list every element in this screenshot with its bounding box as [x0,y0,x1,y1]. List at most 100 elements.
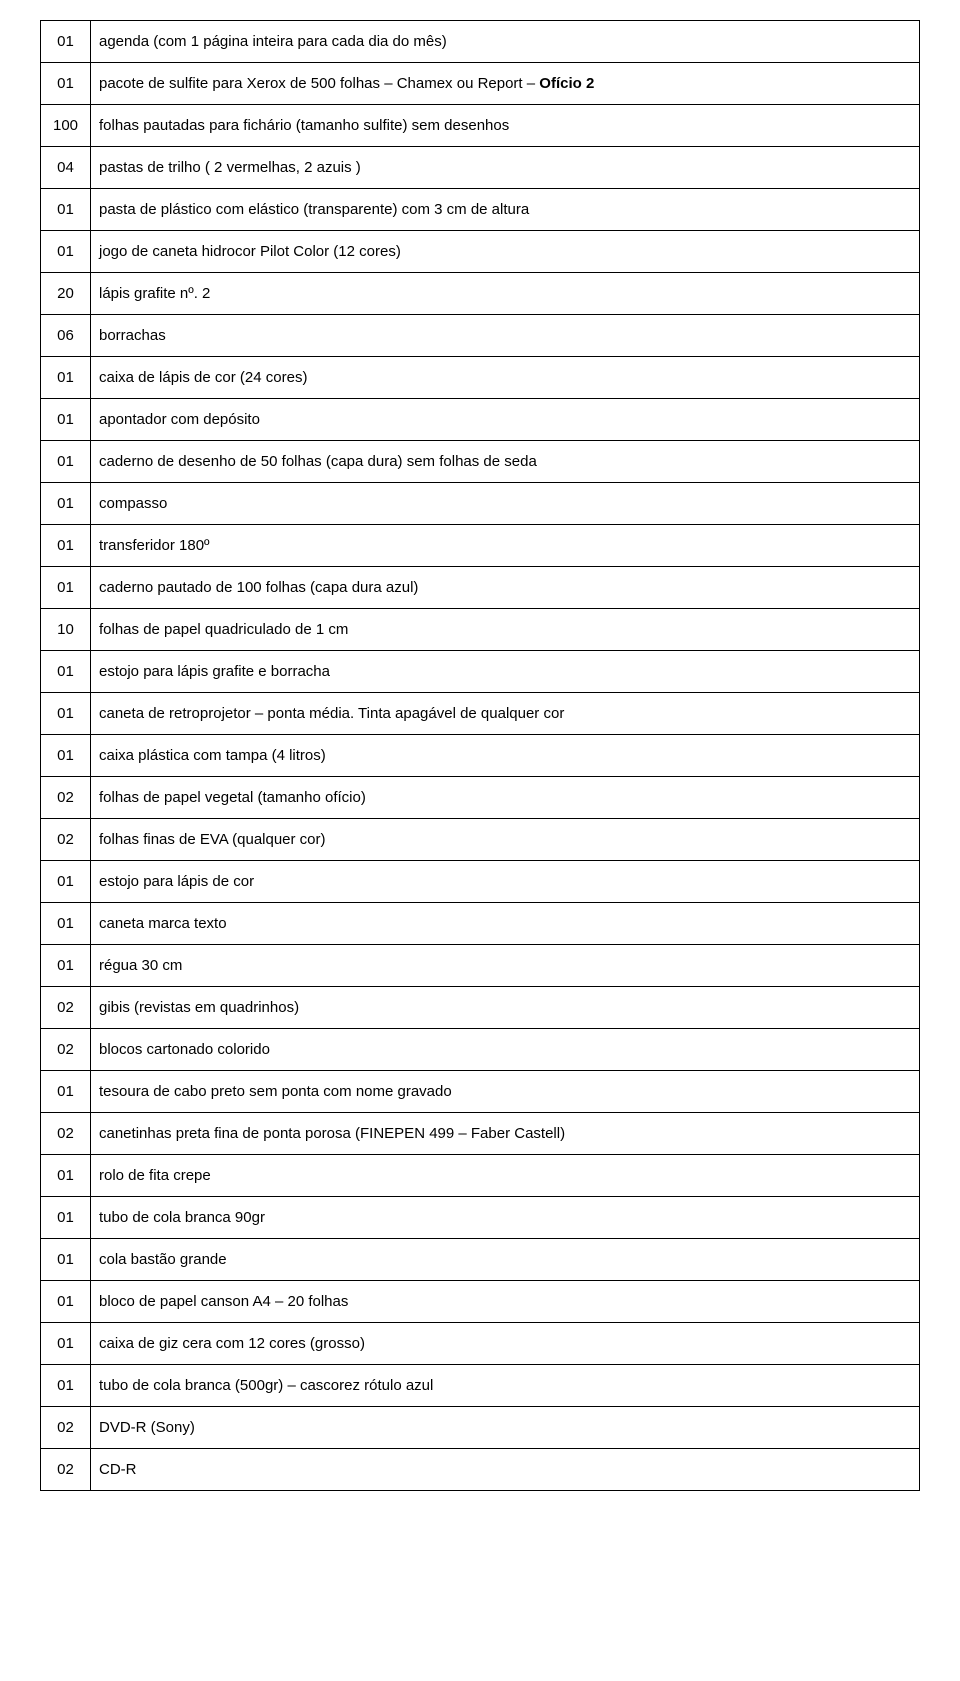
qty-cell: 01 [41,1323,91,1365]
table-row: 01caixa de lápis de cor (24 cores) [41,357,920,399]
qty-cell: 01 [41,1155,91,1197]
desc-cell: caneta marca texto [91,903,920,945]
table-row: 20lápis grafite nº. 2 [41,273,920,315]
qty-cell: 01 [41,861,91,903]
qty-cell: 02 [41,819,91,861]
desc-cell: cola bastão grande [91,1239,920,1281]
desc-cell: régua 30 cm [91,945,920,987]
table-row: 01pasta de plástico com elástico (transp… [41,189,920,231]
qty-cell: 01 [41,1239,91,1281]
desc-cell: caixa de lápis de cor (24 cores) [91,357,920,399]
desc-cell: tubo de cola branca 90gr [91,1197,920,1239]
table-row: 10folhas de papel quadriculado de 1 cm [41,609,920,651]
qty-cell: 02 [41,1029,91,1071]
qty-cell: 01 [41,1365,91,1407]
desc-cell: estojo para lápis grafite e borracha [91,651,920,693]
desc-cell: folhas de papel vegetal (tamanho ofício) [91,777,920,819]
qty-cell: 01 [41,1197,91,1239]
qty-cell: 100 [41,105,91,147]
qty-cell: 01 [41,903,91,945]
table-row: 01agenda (com 1 página inteira para cada… [41,21,920,63]
desc-cell: pasta de plástico com elástico (transpar… [91,189,920,231]
table-row: 02blocos cartonado colorido [41,1029,920,1071]
table-row: 01caixa de giz cera com 12 cores (grosso… [41,1323,920,1365]
supply-list-body: 01agenda (com 1 página inteira para cada… [41,21,920,1491]
desc-cell: DVD-R (Sony) [91,1407,920,1449]
qty-cell: 01 [41,189,91,231]
qty-cell: 01 [41,567,91,609]
qty-cell: 02 [41,777,91,819]
table-row: 01tubo de cola branca (500gr) – cascorez… [41,1365,920,1407]
desc-cell: transferidor 180º [91,525,920,567]
qty-cell: 01 [41,441,91,483]
desc-cell: tubo de cola branca (500gr) – cascorez r… [91,1365,920,1407]
table-row: 02folhas finas de EVA (qualquer cor) [41,819,920,861]
desc-cell: gibis (revistas em quadrinhos) [91,987,920,1029]
desc-cell: canetinhas preta fina de ponta porosa (F… [91,1113,920,1155]
qty-cell: 01 [41,525,91,567]
desc-cell: apontador com depósito [91,399,920,441]
desc-cell: borrachas [91,315,920,357]
qty-cell: 10 [41,609,91,651]
qty-cell: 02 [41,1407,91,1449]
desc-cell: caderno pautado de 100 folhas (capa dura… [91,567,920,609]
table-row: 02gibis (revistas em quadrinhos) [41,987,920,1029]
table-row: 01transferidor 180º [41,525,920,567]
desc-cell: caixa plástica com tampa (4 litros) [91,735,920,777]
table-row: 02DVD-R (Sony) [41,1407,920,1449]
desc-cell: lápis grafite nº. 2 [91,273,920,315]
table-row: 01caneta de retroprojetor – ponta média.… [41,693,920,735]
desc-cell: estojo para lápis de cor [91,861,920,903]
qty-cell: 01 [41,21,91,63]
qty-cell: 01 [41,1281,91,1323]
table-row: 02folhas de papel vegetal (tamanho ofíci… [41,777,920,819]
table-row: 01tubo de cola branca 90gr [41,1197,920,1239]
qty-cell: 01 [41,399,91,441]
table-row: 01estojo para lápis grafite e borracha [41,651,920,693]
qty-cell: 20 [41,273,91,315]
table-row: 02CD-R [41,1449,920,1491]
desc-cell: blocos cartonado colorido [91,1029,920,1071]
qty-cell: 02 [41,1113,91,1155]
table-row: 01caderno de desenho de 50 folhas (capa … [41,441,920,483]
desc-cell: CD-R [91,1449,920,1491]
table-row: 01caneta marca texto [41,903,920,945]
table-row: 01estojo para lápis de cor [41,861,920,903]
table-row: 01pacote de sulfite para Xerox de 500 fo… [41,63,920,105]
desc-cell: bloco de papel canson A4 – 20 folhas [91,1281,920,1323]
qty-cell: 01 [41,693,91,735]
desc-cell: pastas de trilho ( 2 vermelhas, 2 azuis … [91,147,920,189]
table-row: 01bloco de papel canson A4 – 20 folhas [41,1281,920,1323]
table-row: 100folhas pautadas para fichário (tamanh… [41,105,920,147]
qty-cell: 04 [41,147,91,189]
qty-cell: 06 [41,315,91,357]
table-row: 01caixa plástica com tampa (4 litros) [41,735,920,777]
qty-cell: 01 [41,945,91,987]
table-row: 01apontador com depósito [41,399,920,441]
qty-cell: 01 [41,63,91,105]
qty-cell: 01 [41,735,91,777]
desc-cell: caneta de retroprojetor – ponta média. T… [91,693,920,735]
qty-cell: 02 [41,987,91,1029]
desc-cell: rolo de fita crepe [91,1155,920,1197]
desc-cell: folhas de papel quadriculado de 1 cm [91,609,920,651]
desc-cell: jogo de caneta hidrocor Pilot Color (12 … [91,231,920,273]
desc-cell: caderno de desenho de 50 folhas (capa du… [91,441,920,483]
table-row: 01compasso [41,483,920,525]
desc-cell: agenda (com 1 página inteira para cada d… [91,21,920,63]
table-row: 01rolo de fita crepe [41,1155,920,1197]
table-row: 01tesoura de cabo preto sem ponta com no… [41,1071,920,1113]
qty-cell: 02 [41,1449,91,1491]
table-row: 01régua 30 cm [41,945,920,987]
qty-cell: 01 [41,1071,91,1113]
desc-cell: caixa de giz cera com 12 cores (grosso) [91,1323,920,1365]
desc-cell: folhas pautadas para fichário (tamanho s… [91,105,920,147]
table-row: 06borrachas [41,315,920,357]
table-row: 01cola bastão grande [41,1239,920,1281]
table-row: 02canetinhas preta fina de ponta porosa … [41,1113,920,1155]
desc-cell: compasso [91,483,920,525]
supply-list-table: 01agenda (com 1 página inteira para cada… [40,20,920,1491]
desc-cell: pacote de sulfite para Xerox de 500 folh… [91,63,920,105]
qty-cell: 01 [41,357,91,399]
table-row: 01jogo de caneta hidrocor Pilot Color (1… [41,231,920,273]
